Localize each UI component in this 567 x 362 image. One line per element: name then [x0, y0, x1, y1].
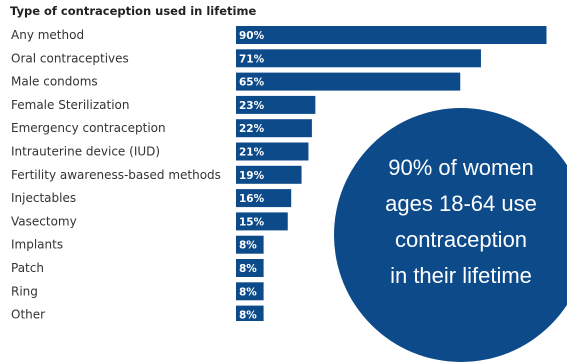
value-label: 15%: [239, 216, 265, 228]
bar: [236, 49, 481, 68]
value-label: 90%: [239, 30, 265, 42]
category-label: Injectables: [11, 191, 76, 205]
value-label: 71%: [239, 53, 265, 65]
value-label: 8%: [239, 263, 257, 275]
category-label: Ring: [11, 284, 38, 298]
bar: [236, 212, 288, 231]
bar: [236, 165, 302, 184]
value-label: 22%: [239, 123, 265, 135]
bar: [236, 95, 316, 114]
bar-chart: Any method 90% Oral contraceptives 71% Male …: [11, 26, 547, 321]
bar: [236, 305, 264, 321]
callout-circle: [334, 108, 567, 362]
bar: [236, 189, 292, 208]
category-label: Implants: [11, 238, 63, 252]
category-label: Vasectomy: [11, 214, 77, 228]
category-label: Oral contraceptives: [11, 51, 129, 65]
callout-line: in their lifetime: [390, 263, 532, 288]
category-label: Other: [11, 308, 45, 321]
value-label: 19%: [239, 170, 265, 182]
callout-line: 90% of women: [388, 155, 534, 180]
callout-text: 90% of women ages 18-64 use contraceptio…: [340, 150, 567, 294]
bar: [236, 119, 312, 138]
callout-line: contraception: [394, 227, 528, 252]
category-label: Fertility awareness-based methods: [11, 168, 221, 182]
category-label: Female Sterilization: [11, 98, 129, 112]
value-label: 8%: [239, 240, 257, 252]
bar: [236, 259, 264, 277]
category-label: Emergency contraception: [11, 121, 166, 135]
chart-title: Type of contraception used in lifetime: [10, 4, 257, 18]
bar: [236, 235, 264, 254]
category-label: Any method: [11, 28, 84, 42]
category-label: Intrauterine device (IUD): [11, 145, 160, 159]
bar: [236, 282, 264, 301]
category-label: Male condoms: [11, 75, 98, 89]
value-label: 23%: [239, 100, 265, 112]
bar: [236, 26, 547, 44]
value-label: 8%: [239, 310, 257, 321]
bar: [236, 142, 309, 161]
callout-line: ages 18-64 use: [385, 191, 537, 216]
value-label: 8%: [239, 286, 257, 298]
bar: [236, 72, 461, 91]
category-label: Patch: [11, 261, 44, 275]
value-label: 65%: [239, 77, 265, 89]
value-label: 21%: [239, 147, 265, 159]
value-label: 16%: [239, 193, 265, 205]
